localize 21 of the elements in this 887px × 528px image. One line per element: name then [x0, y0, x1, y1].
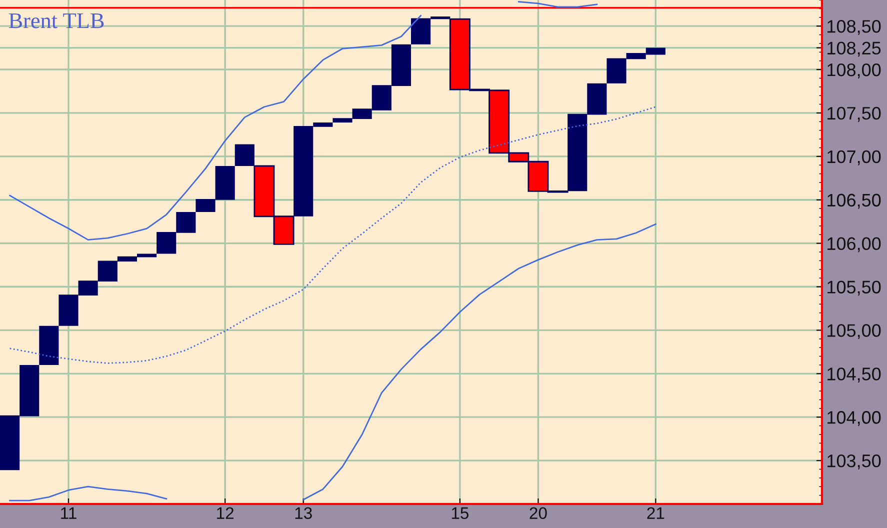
y-tick-label: 103,50 — [828, 454, 881, 470]
y-tick-label: 105,00 — [828, 324, 881, 340]
y-tick-label: 107,50 — [828, 106, 881, 122]
y-tick-label: 104,00 — [828, 411, 881, 426]
y-tick-label: 108,50 — [828, 20, 881, 35]
x-tick-label: 21 — [647, 507, 664, 519]
x-tick-label: 20 — [530, 507, 547, 520]
chart-title: Brent TLB — [8, 13, 104, 28]
bar — [39, 326, 59, 365]
line-series — [9, 106, 656, 364]
x-tick-label: 11 — [61, 507, 76, 519]
y-tick-label: 106,00 — [828, 237, 881, 252]
y-tick-label: 107,00 — [828, 150, 881, 166]
x-tick-label: 13 — [295, 507, 312, 520]
y-tick-label: 104,50 — [828, 368, 881, 383]
y-tick-label: 105,50 — [828, 280, 881, 296]
x-tick-label: 15 — [452, 507, 468, 520]
y-tick-label: 106,50 — [828, 194, 881, 209]
y-tick-label: 108,00 — [828, 63, 881, 78]
x-tick-label: 12 — [217, 507, 234, 519]
y-tick-label: 108,25 — [828, 42, 881, 57]
